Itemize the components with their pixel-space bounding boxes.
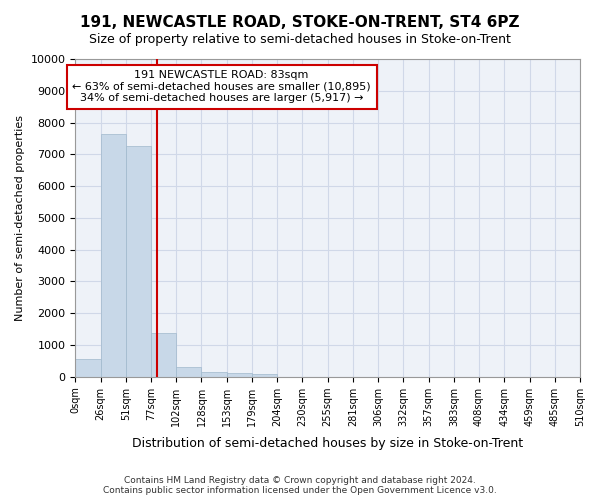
Bar <box>227 373 252 376</box>
Bar <box>75 359 101 376</box>
Text: Contains HM Land Registry data © Crown copyright and database right 2024.
Contai: Contains HM Land Registry data © Crown c… <box>103 476 497 495</box>
Bar <box>126 146 151 376</box>
Text: Size of property relative to semi-detached houses in Stoke-on-Trent: Size of property relative to semi-detach… <box>89 32 511 46</box>
Text: 191, NEWCASTLE ROAD, STOKE-ON-TRENT, ST4 6PZ: 191, NEWCASTLE ROAD, STOKE-ON-TRENT, ST4… <box>80 15 520 30</box>
Text: 191 NEWCASTLE ROAD: 83sqm
← 63% of semi-detached houses are smaller (10,895)
34%: 191 NEWCASTLE ROAD: 83sqm ← 63% of semi-… <box>73 70 371 103</box>
Bar <box>101 134 126 376</box>
X-axis label: Distribution of semi-detached houses by size in Stoke-on-Trent: Distribution of semi-detached houses by … <box>132 437 523 450</box>
Bar <box>202 372 227 376</box>
Bar <box>151 334 176 376</box>
Bar <box>176 367 202 376</box>
Bar <box>252 374 277 376</box>
Y-axis label: Number of semi-detached properties: Number of semi-detached properties <box>15 115 25 321</box>
